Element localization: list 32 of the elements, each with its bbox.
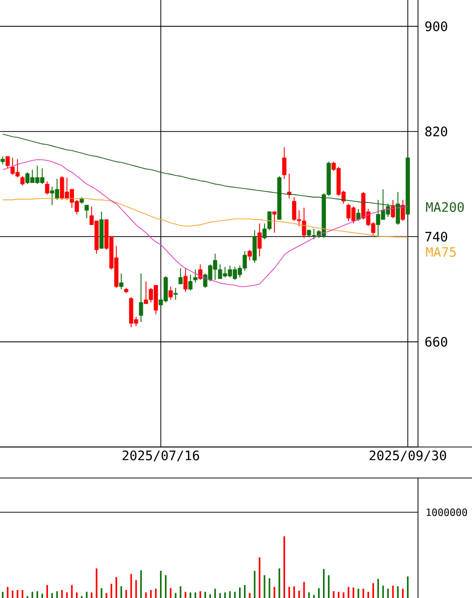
candlestick xyxy=(178,268,183,284)
candlestick xyxy=(287,173,292,199)
candlestick xyxy=(119,273,124,290)
candlestick xyxy=(138,273,144,323)
candlestick xyxy=(400,199,405,222)
y-tick-label: 660 xyxy=(425,336,448,347)
candlestick xyxy=(390,199,396,219)
y-tick-label: 820 xyxy=(425,126,448,136)
candlestick xyxy=(168,286,173,300)
x-tick-label: 2025/09/30 xyxy=(370,450,446,462)
y-tick-label: 900 xyxy=(425,21,448,32)
candlestick xyxy=(248,249,252,261)
candlestick xyxy=(282,146,286,180)
candlestick xyxy=(252,230,257,264)
series-label: MA75 xyxy=(426,247,456,257)
candlestick xyxy=(45,180,50,196)
candlestick xyxy=(6,156,10,169)
x-tick-label: 2025/07/16 xyxy=(122,450,200,462)
candlestick xyxy=(272,211,276,234)
candlestick xyxy=(198,264,202,280)
candlestick xyxy=(183,268,188,292)
candlestick xyxy=(356,208,360,222)
y-tick-label: 740 xyxy=(425,232,448,242)
candlestick xyxy=(174,287,178,300)
candlestick xyxy=(84,204,89,219)
candlestick xyxy=(188,274,193,291)
candlestick xyxy=(193,269,198,284)
candlestick xyxy=(396,191,400,226)
candlestick xyxy=(20,176,25,186)
text: 1000000 xyxy=(426,508,468,516)
candlestick xyxy=(258,223,262,257)
series-label: MA200 xyxy=(426,202,464,212)
